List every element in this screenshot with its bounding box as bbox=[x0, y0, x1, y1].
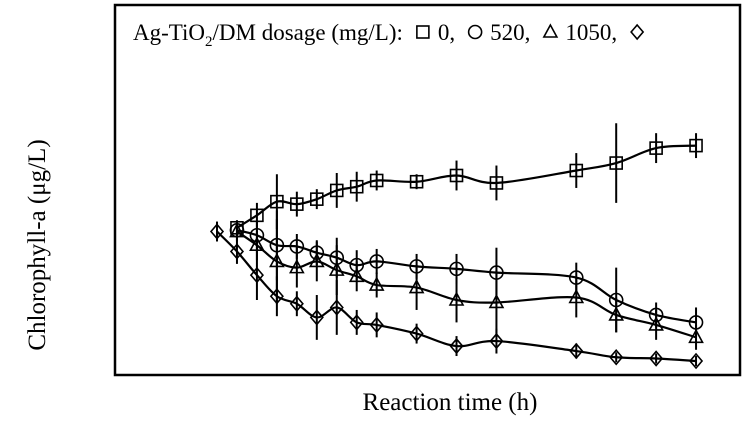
data-point-triangle bbox=[488, 293, 505, 309]
data-point-square bbox=[270, 194, 284, 209]
data-point-diamond bbox=[329, 299, 344, 316]
legend-marker-diamond bbox=[630, 23, 645, 41]
legend-marker-circle bbox=[467, 24, 483, 40]
data-point-diamond bbox=[609, 349, 624, 366]
data-point-triangle bbox=[308, 252, 325, 268]
data-point-circle bbox=[289, 239, 305, 254]
data-point-triangle bbox=[688, 328, 704, 344]
data-point-square bbox=[609, 156, 624, 170]
series-line-diamond bbox=[216, 230, 697, 363]
legend-title: Ag-TiO2/DM dosage (mg/L): bbox=[133, 20, 403, 50]
data-point-circle bbox=[269, 237, 285, 253]
data-point-diamond bbox=[369, 316, 384, 334]
legend-title-prefix: Ag-TiO bbox=[133, 20, 205, 45]
series-line-square bbox=[236, 144, 697, 229]
y-axis-label: Chlorophyll-a (μg/L) bbox=[24, 139, 51, 350]
data-point-triangle bbox=[269, 252, 285, 268]
legend-marker-triangle bbox=[542, 23, 559, 38]
data-point-circle bbox=[249, 227, 265, 243]
data-point-square bbox=[649, 141, 663, 155]
data-point-diamond bbox=[229, 243, 245, 260]
data-point-square bbox=[569, 163, 584, 178]
data-point-circle bbox=[648, 307, 664, 323]
legend-title-suffix: /DM dosage (mg/L): bbox=[213, 20, 403, 45]
series-markers bbox=[209, 138, 704, 370]
data-point-triangle bbox=[288, 258, 305, 274]
data-point-circle bbox=[568, 270, 584, 285]
data-point-diamond bbox=[309, 309, 324, 326]
data-point-square bbox=[349, 179, 364, 194]
data-point-triangle bbox=[348, 267, 365, 283]
data-point-triangle bbox=[229, 222, 245, 238]
data-point-diamond bbox=[449, 337, 464, 355]
data-point-diamond bbox=[409, 325, 424, 342]
data-point-triangle bbox=[608, 306, 625, 321]
data-point-diamond bbox=[289, 295, 304, 312]
data-point-circle bbox=[449, 261, 464, 277]
data-point-diamond bbox=[649, 350, 664, 367]
data-point-diamond bbox=[269, 288, 284, 305]
data-point-triangle bbox=[368, 276, 385, 291]
data-point-triangle bbox=[249, 236, 265, 252]
data-point-circle bbox=[409, 259, 424, 274]
data-point-square bbox=[489, 176, 504, 190]
data-point-square bbox=[409, 174, 424, 189]
legend-title-subscript: 2 bbox=[205, 34, 213, 50]
data-point-square bbox=[309, 192, 324, 206]
data-point-circle bbox=[309, 245, 325, 260]
data-point-circle bbox=[349, 257, 365, 273]
series-line-circle bbox=[236, 229, 697, 324]
data-point-triangle bbox=[408, 278, 425, 294]
data-point-diamond bbox=[249, 266, 264, 284]
data-point-square bbox=[290, 197, 304, 211]
data-point-diamond bbox=[349, 314, 364, 331]
data-point-square bbox=[369, 173, 384, 188]
legend-label-triangle: 1050, bbox=[565, 20, 617, 45]
data-point-diamond bbox=[569, 342, 584, 360]
legend-label-circle: 520, bbox=[490, 20, 530, 45]
legend-marker-square bbox=[416, 25, 430, 39]
data-point-square bbox=[449, 168, 464, 183]
plot-frame bbox=[113, 3, 742, 377]
data-point-triangle bbox=[328, 261, 345, 276]
data-point-square bbox=[329, 183, 344, 198]
data-point-square bbox=[250, 208, 264, 223]
x-axis-label: Reaction time (h) bbox=[363, 389, 538, 416]
data-point-triangle bbox=[568, 288, 585, 304]
legend-entries: 0, 520, 1050, bbox=[416, 20, 645, 45]
data-point-square bbox=[689, 138, 703, 153]
data-point-diamond bbox=[209, 223, 225, 240]
data-point-circle bbox=[489, 265, 504, 280]
data-point-diamond bbox=[489, 332, 504, 350]
data-point-triangle bbox=[448, 291, 465, 306]
data-point-diamond bbox=[688, 352, 704, 370]
series-line-triangle bbox=[236, 230, 697, 339]
data-point-triangle bbox=[648, 316, 664, 331]
legend: Ag-TiO2/DM dosage (mg/L): 0, 520, 1050, bbox=[133, 20, 645, 50]
data-point-circle bbox=[369, 254, 384, 269]
legend-label-square: 0, bbox=[438, 20, 455, 45]
